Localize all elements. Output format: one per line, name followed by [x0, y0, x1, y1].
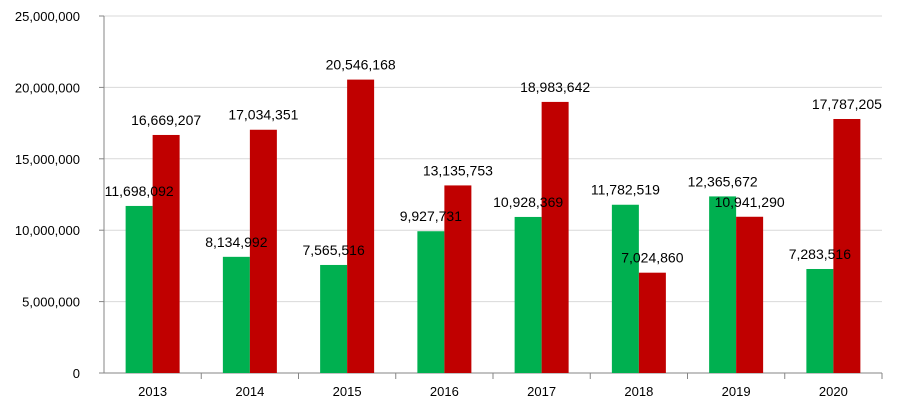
data-label: 20,546,168: [326, 57, 396, 73]
x-tick-label: 2018: [624, 384, 653, 399]
data-label: 17,787,205: [812, 96, 882, 112]
x-tick-label: 2019: [722, 384, 751, 399]
y-tick-label: 5,000,000: [22, 295, 80, 310]
data-label: 11,698,092: [105, 183, 174, 199]
data-label: 13,135,753: [423, 162, 493, 178]
bar-red: [249, 129, 277, 373]
y-tick-label: 25,000,000: [15, 9, 80, 24]
x-tick-label: 2014: [235, 384, 264, 399]
bar-red: [152, 134, 180, 373]
data-label: 17,034,351: [228, 107, 298, 123]
y-tick-label: 10,000,000: [15, 223, 80, 238]
y-tick-label: 20,000,000: [15, 80, 80, 95]
x-tick-label: 2017: [527, 384, 556, 399]
data-label: 16,669,207: [131, 112, 201, 128]
data-label: 12,365,672: [688, 173, 758, 189]
bar-green: [806, 268, 834, 373]
data-label: 8,134,992: [205, 234, 267, 250]
bar-red: [736, 216, 764, 373]
data-label: 7,565,516: [302, 242, 364, 258]
bar-green: [125, 205, 153, 373]
data-label: 10,928,369: [493, 194, 563, 210]
bar-red: [833, 118, 861, 373]
bar-green: [611, 204, 639, 373]
x-tick-label: 2016: [430, 384, 459, 399]
bar-green: [514, 216, 542, 373]
bar-green: [709, 196, 737, 373]
data-label: 7,024,860: [621, 250, 683, 266]
x-tick-label: 2015: [333, 384, 362, 399]
bar-green: [320, 264, 348, 373]
data-label: 10,941,290: [715, 194, 785, 210]
y-tick-label: 15,000,000: [15, 152, 80, 167]
bar-green: [222, 256, 250, 373]
data-label: 18,983,642: [520, 79, 590, 95]
data-label: 11,782,519: [591, 182, 660, 198]
bar-red: [541, 101, 569, 374]
bar-red: [444, 185, 472, 373]
y-tick-label: 0: [73, 366, 80, 381]
bar-red: [347, 79, 375, 374]
bar-green: [417, 231, 445, 373]
data-label: 7,283,516: [789, 246, 851, 262]
bar-red: [638, 272, 666, 373]
data-label: 9,927,731: [400, 208, 462, 224]
x-tick-label: 2013: [138, 384, 167, 399]
x-tick-label: 2020: [819, 384, 848, 399]
